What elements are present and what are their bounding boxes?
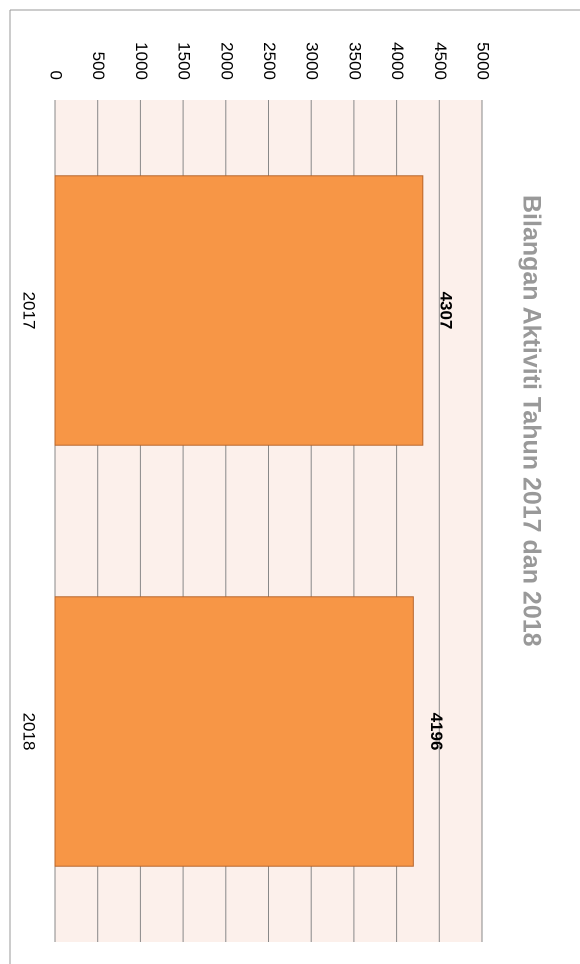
data-label: 4196	[427, 713, 446, 751]
y-tick-label: 500	[89, 52, 108, 80]
y-tick-label: 2500	[260, 42, 279, 80]
y-tick-label: 3000	[303, 42, 322, 80]
y-tick-label: 4000	[388, 42, 407, 80]
x-tick-label: 2018	[20, 713, 39, 751]
y-tick-label: 1500	[175, 42, 194, 80]
x-tick-label: 2017	[20, 292, 39, 330]
y-tick-label: 1000	[132, 42, 151, 80]
y-tick-label: 2000	[217, 42, 236, 80]
data-label: 4307	[436, 292, 455, 330]
y-tick-label: 3500	[345, 42, 364, 80]
bar	[54, 596, 414, 867]
bar	[54, 175, 424, 446]
chart-title: Bilangan Aktiviti Tahun 2017 dan 2018	[517, 195, 545, 647]
y-tick-label: 5000	[474, 42, 493, 80]
y-tick-label: 4500	[431, 42, 450, 80]
y-tick-label: 0	[47, 71, 66, 80]
